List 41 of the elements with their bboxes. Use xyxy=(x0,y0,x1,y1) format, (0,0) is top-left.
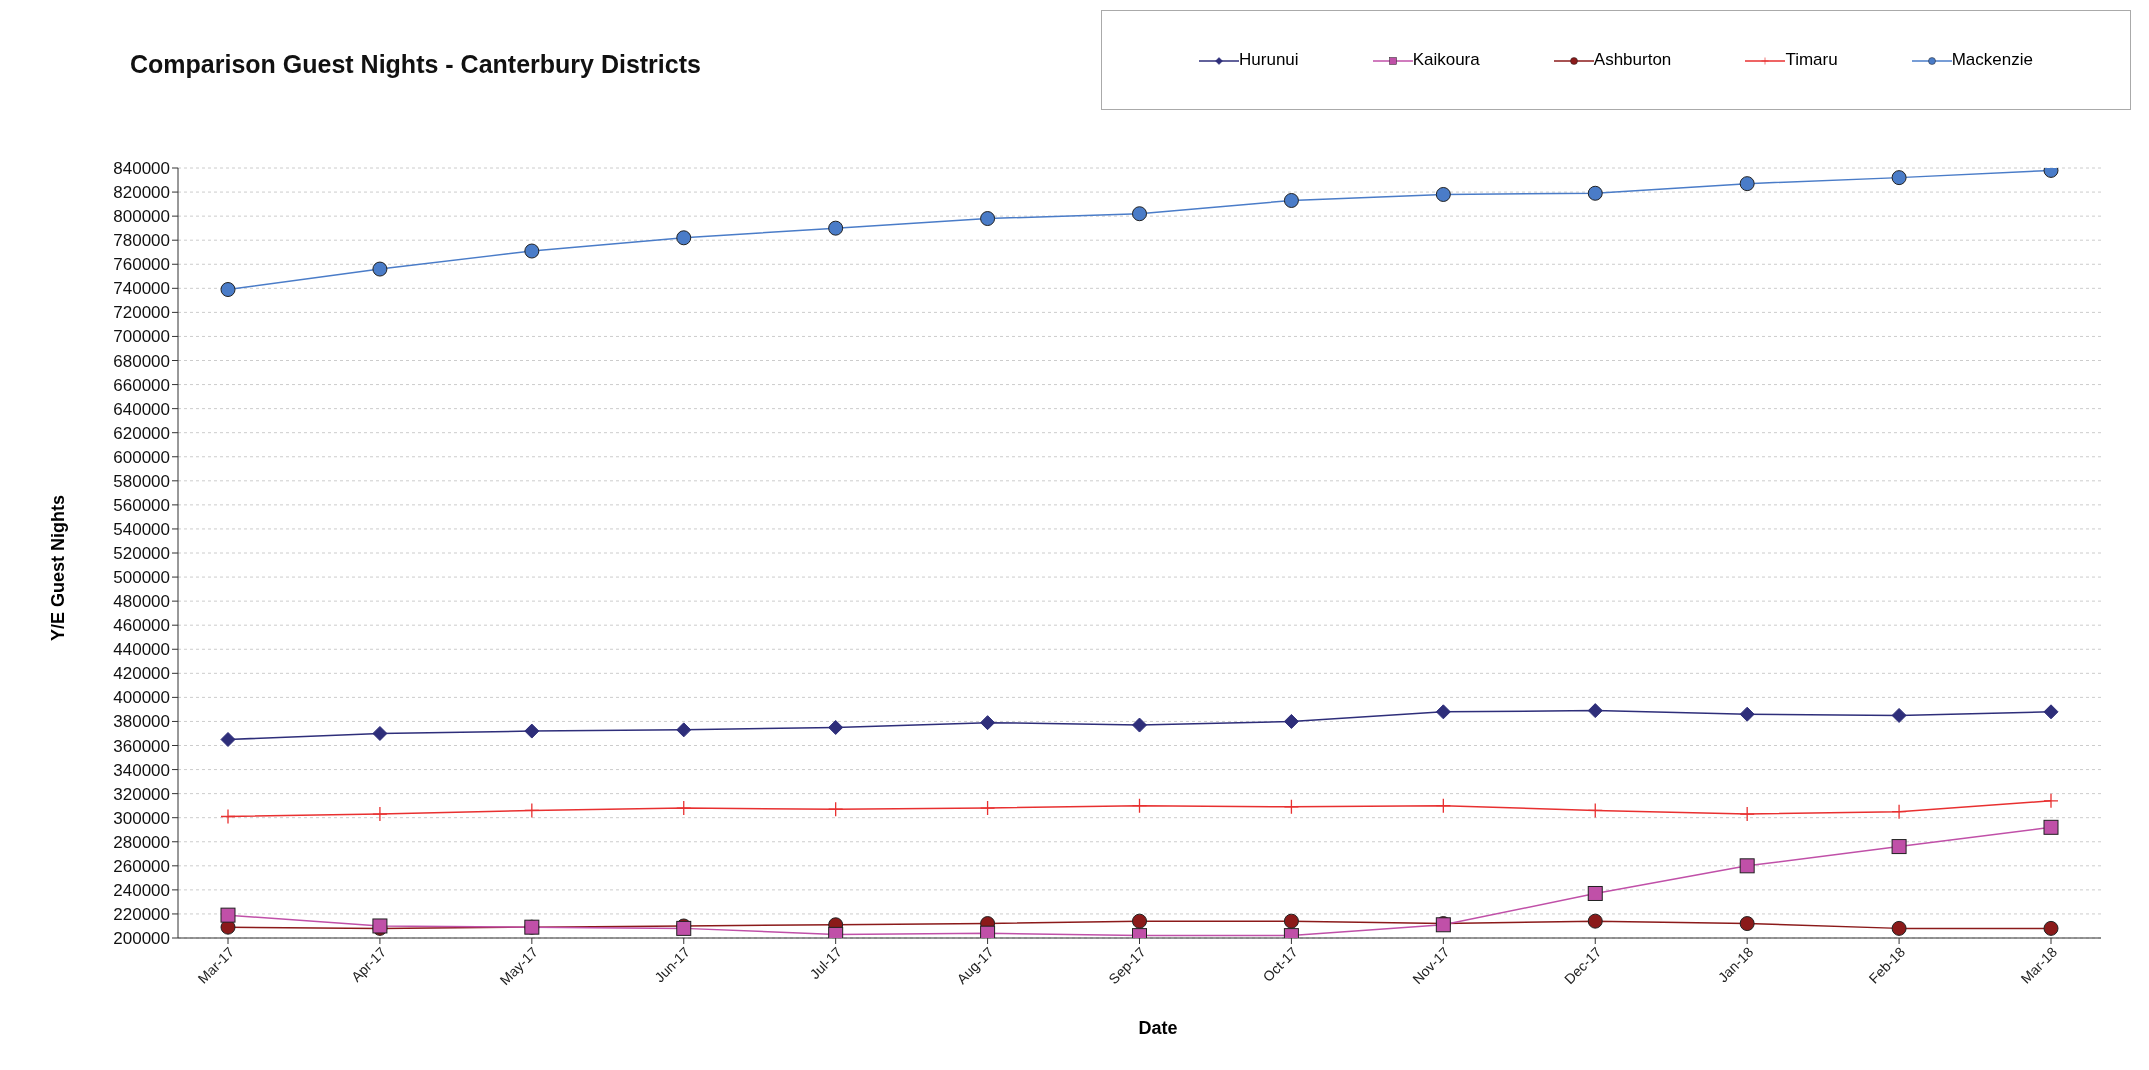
y-tick-label: 800000 xyxy=(113,207,170,227)
legend-label: Mackenzie xyxy=(1950,50,2033,70)
y-tick-label: 780000 xyxy=(113,231,170,251)
y-tick-label: 260000 xyxy=(113,856,170,876)
y-tick-label: 600000 xyxy=(113,447,170,467)
y-tick-label: 640000 xyxy=(113,399,170,419)
y-tick-label: 300000 xyxy=(113,808,170,828)
legend-label: Kaikoura xyxy=(1411,50,1480,70)
x-axis-title: Date xyxy=(1138,1018,1178,1039)
y-tick-label: 340000 xyxy=(113,760,170,780)
legend-label: Hurunui xyxy=(1238,50,1299,70)
y-tick-label: 580000 xyxy=(113,471,170,491)
y-tick-label: 420000 xyxy=(113,664,170,684)
y-tick-label: 480000 xyxy=(113,592,170,612)
y-tick-label: 320000 xyxy=(113,784,170,804)
y-tick-label: 400000 xyxy=(113,688,170,708)
y-tick-label: 280000 xyxy=(113,832,170,852)
y-tick-label: 700000 xyxy=(113,327,170,347)
y-tick-label: 520000 xyxy=(113,544,170,564)
y-tick-label: 240000 xyxy=(113,880,170,900)
y-tick-label: 820000 xyxy=(113,183,170,203)
y-tick-label: 660000 xyxy=(113,375,170,395)
y-tick-label: 220000 xyxy=(113,904,170,924)
y-tick-label: 540000 xyxy=(113,519,170,539)
y-tick-label: 440000 xyxy=(113,640,170,660)
y-tick-label: 200000 xyxy=(113,929,170,949)
legend-label: Ashburton xyxy=(1592,50,1672,70)
y-axis-title: Y/E Guest Nights xyxy=(47,494,69,642)
y-tick-label: 720000 xyxy=(113,303,170,323)
y-tick-label: 460000 xyxy=(113,616,170,636)
y-tick-label: 740000 xyxy=(113,279,170,299)
y-tick-label: 760000 xyxy=(113,255,170,275)
y-tick-label: 380000 xyxy=(113,712,170,732)
y-tick-label: 360000 xyxy=(113,736,170,756)
chart-title: Comparison Guest Nights - Canterbury Districts xyxy=(130,50,701,79)
legend-label: Timaru xyxy=(1784,50,1838,70)
y-tick-label: 620000 xyxy=(113,423,170,443)
y-tick-label: 500000 xyxy=(113,568,170,588)
y-tick-label: 840000 xyxy=(113,159,170,179)
y-tick-label: 560000 xyxy=(113,495,170,515)
y-tick-label: 680000 xyxy=(113,351,170,371)
